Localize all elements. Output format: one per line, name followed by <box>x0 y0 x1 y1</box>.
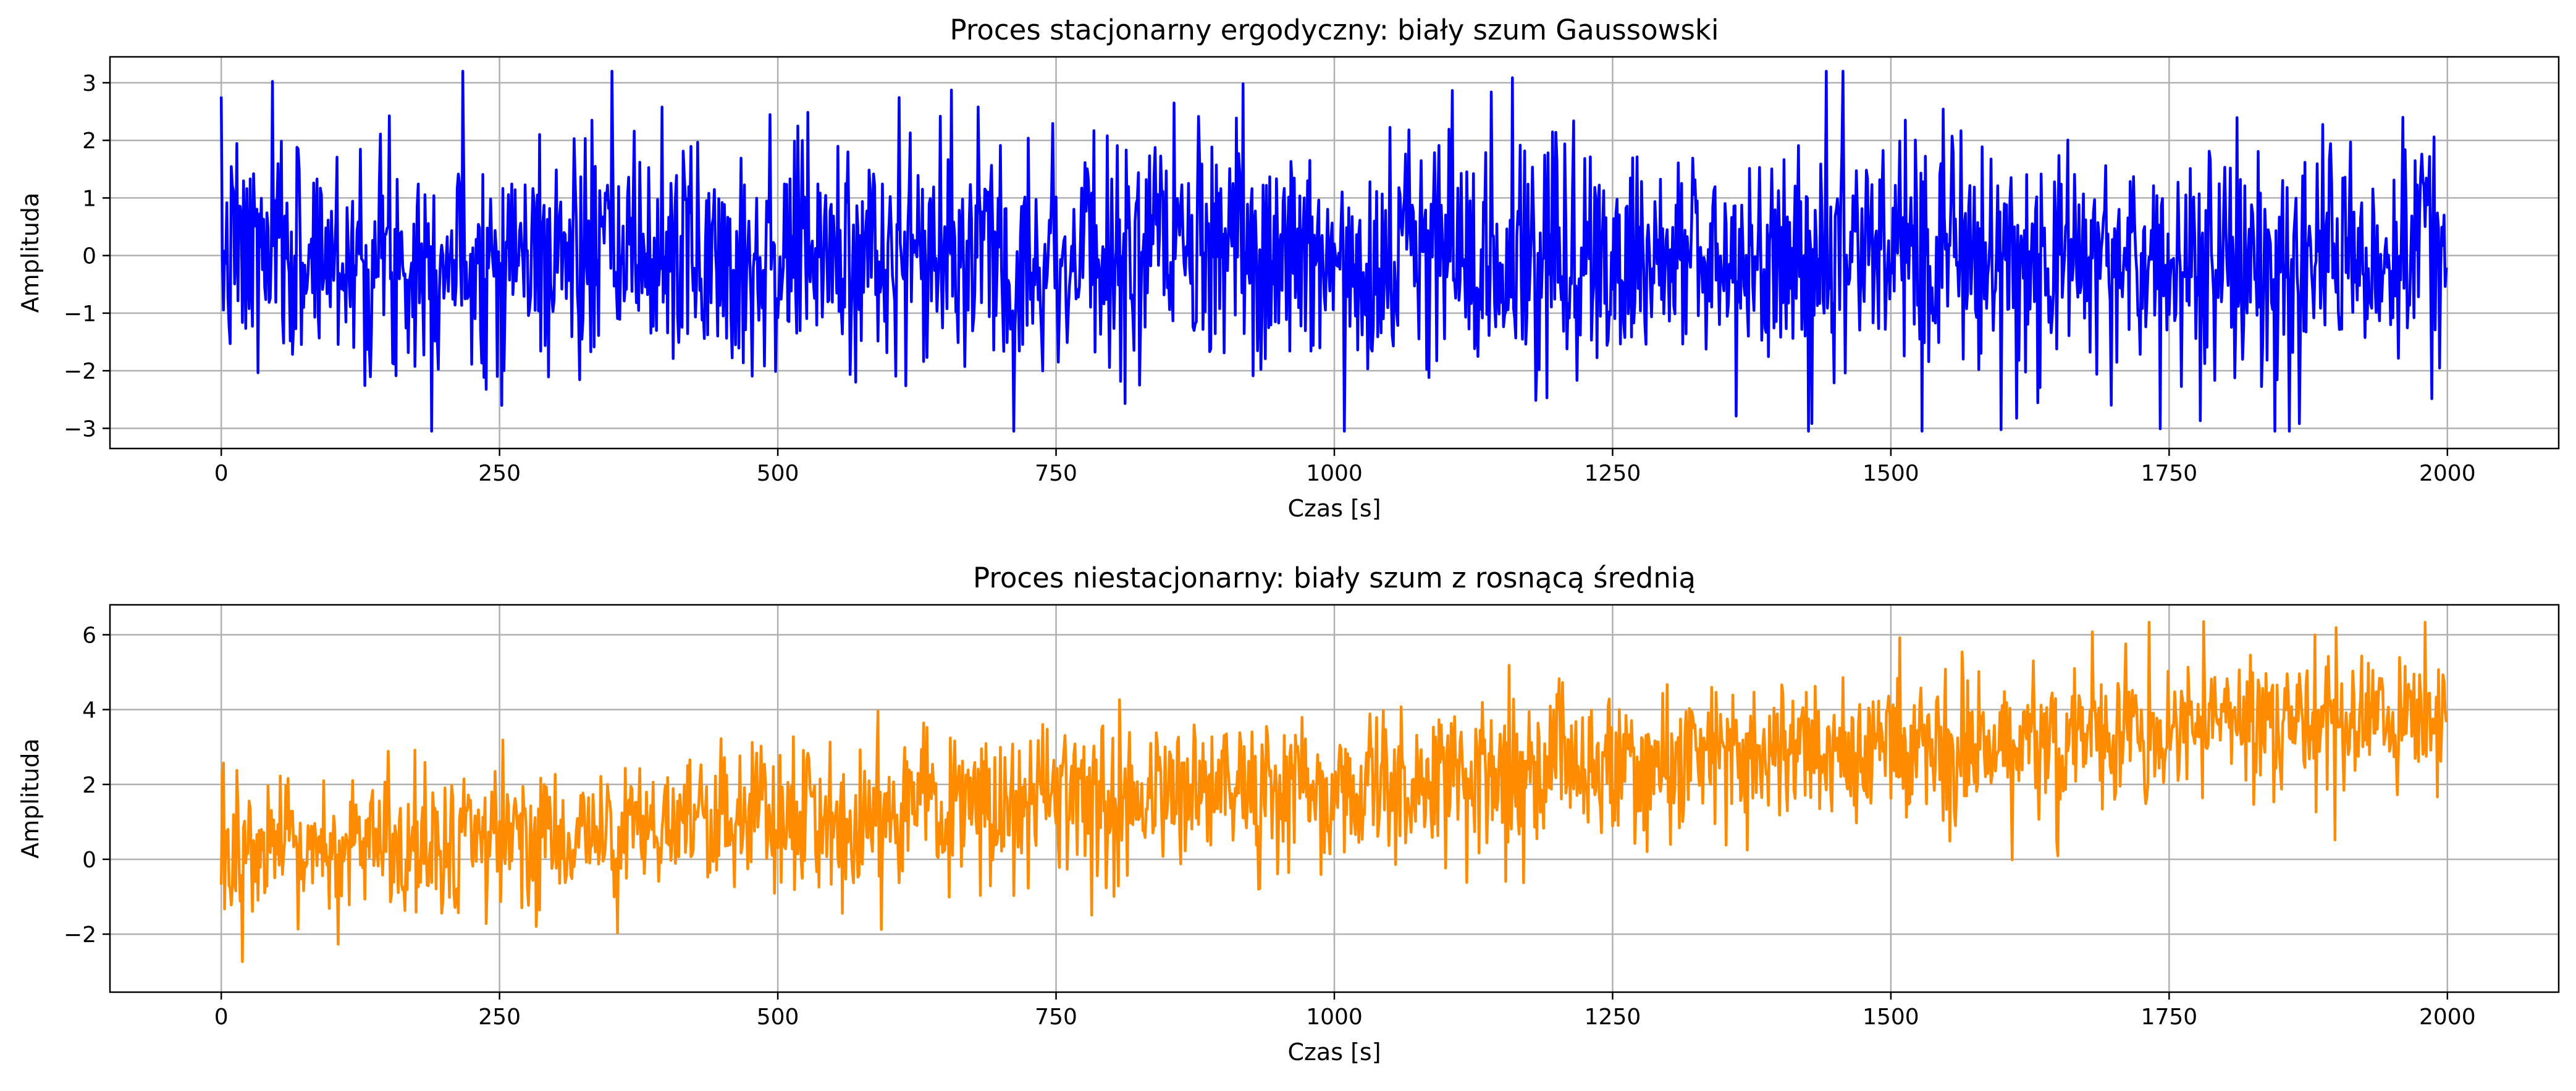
y-tick-label: 2 <box>82 773 96 798</box>
x-tick-label: 250 <box>478 461 521 486</box>
y-tick-label: 3 <box>82 71 96 96</box>
x-tick-label: 1750 <box>2141 461 2198 486</box>
x-tick-label: 500 <box>757 461 799 486</box>
chart-stationary: 0 250 500 750 1000 1250 1500 1750 2000 −3 −2 −1 0 1 2 3… <box>17 14 2560 522</box>
x-axis-label-stationary: Czas [s] <box>1287 495 1381 522</box>
chart-nonstationary: 0 250 500 750 1000 1250 1500 1750 2000 −2 0 2 4 6 Pro… <box>17 562 2560 1066</box>
y-tick-label: 0 <box>82 848 96 873</box>
x-tick-label: 1250 <box>1585 1005 1641 1030</box>
x-tick-label: 1000 <box>1306 461 1363 486</box>
y-tick-label: −3 <box>64 416 96 442</box>
x-tick-label: 1000 <box>1306 1005 1363 1030</box>
chart-title-nonstationary: Proces niestacjonarny: biały szum z rosn… <box>973 562 1696 594</box>
x-axis-label-nonstationary: Czas [s] <box>1287 1038 1381 1066</box>
x-tick-label: 750 <box>1035 461 1077 486</box>
y-tick-label: −1 <box>64 301 96 327</box>
x-tick-label: 1750 <box>2141 1005 2198 1030</box>
y-tick-label: 6 <box>82 623 96 648</box>
y-axis-label-nonstationary: Amplituda <box>17 738 44 859</box>
x-tick-label: 1250 <box>1585 461 1641 486</box>
y-tick-label: −2 <box>64 359 96 384</box>
x-tick-label: 0 <box>214 461 229 486</box>
x-tick-label: 2000 <box>2419 1005 2476 1030</box>
y-axis-label-stationary: Amplituda <box>17 193 44 313</box>
x-tick-label: 750 <box>1035 1005 1077 1030</box>
y-tick-label: 2 <box>82 128 96 154</box>
x-tick-label: 250 <box>478 1005 521 1030</box>
y-tick-label: 4 <box>82 698 96 723</box>
x-tick-label: 1500 <box>1863 461 1919 486</box>
x-tick-label: 0 <box>214 1005 229 1030</box>
series-line-stationary <box>219 70 2448 433</box>
chart-title-stationary: Proces stacjonarny ergodyczny: biały szu… <box>950 14 1719 46</box>
x-tick-label: 500 <box>757 1005 799 1030</box>
y-tick-label: 1 <box>82 186 96 211</box>
series-line-nonstationary <box>219 620 2448 963</box>
y-tick-label: 0 <box>82 244 96 269</box>
x-tick-label: 1500 <box>1863 1005 1919 1030</box>
x-tick-label: 2000 <box>2419 461 2476 486</box>
y-tick-label: −2 <box>64 922 96 948</box>
